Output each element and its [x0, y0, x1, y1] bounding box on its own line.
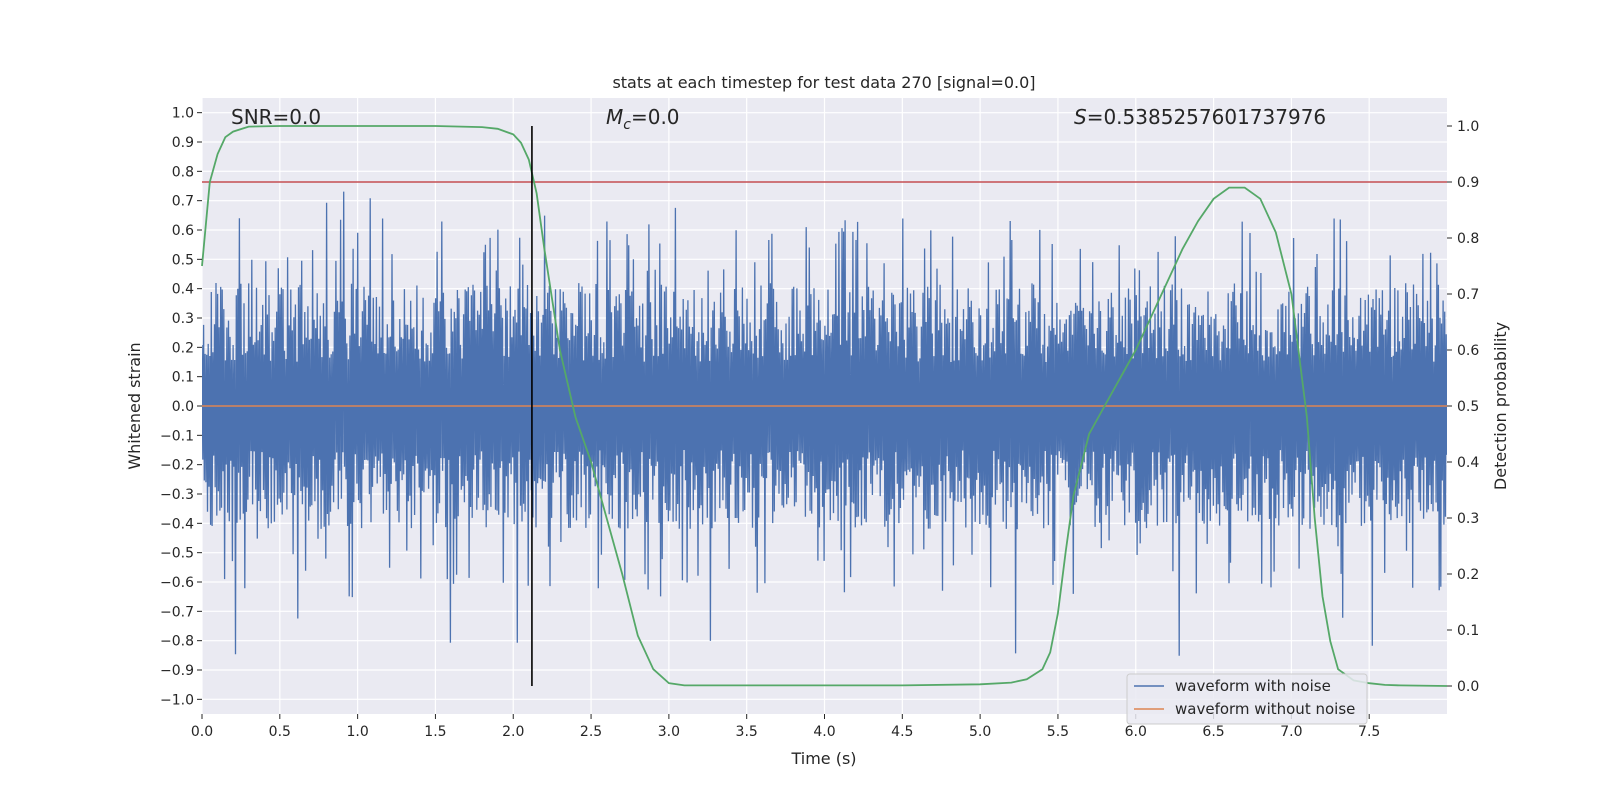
legend: waveform with noise waveform without noi…	[1126, 673, 1368, 725]
y-left-tick-label: 0.0	[172, 399, 194, 415]
y-left-tick-label: −0.7	[160, 604, 194, 620]
x-tick-label: 0.0	[191, 724, 213, 740]
legend-box	[1126, 673, 1368, 725]
noise-waveform-line	[202, 191, 1447, 656]
y-right-tick-label: 1.0	[1457, 119, 1479, 135]
x-tick-label: 2.5	[580, 724, 602, 740]
overlay-layer	[202, 181, 1447, 407]
y-left-tick-label: −0.5	[160, 546, 194, 562]
y-right-tick-label: 0.3	[1457, 511, 1479, 527]
y-right-tick-label: 0.5	[1457, 399, 1479, 415]
y-axis-right-title: Detection probability	[1491, 322, 1510, 490]
y-left-tick-label: 0.4	[172, 282, 194, 298]
legend-label-noise: waveform with noise	[1175, 677, 1331, 695]
x-tick-label: 5.5	[1047, 724, 1069, 740]
x-tick-label: 7.0	[1280, 724, 1302, 740]
y-left-tick-label: 0.2	[172, 340, 194, 356]
y-right-tick-label: 0.1	[1457, 623, 1479, 639]
x-tick-label: 2.0	[502, 724, 524, 740]
probability-layer	[201, 125, 1448, 687]
x-tick-label: 3.5	[736, 724, 758, 740]
y-right-tick-label: 0.7	[1457, 287, 1479, 303]
mc-value: =0.0	[631, 105, 680, 129]
x-tick-label: 1.0	[346, 724, 368, 740]
y-left-tick-label: −1.0	[160, 692, 194, 708]
y-left-tick-label: 0.7	[172, 194, 194, 210]
s-annotation: S=0.5385257601737976	[1074, 105, 1326, 129]
snr-annotation: SNR=0.0	[231, 105, 321, 129]
x-tick-label: 6.0	[1125, 724, 1147, 740]
y-left-tick-label: 0.9	[172, 135, 194, 151]
chirp-mass-annotation: Mc=0.0	[606, 105, 680, 133]
x-tick-label: 7.5	[1358, 724, 1380, 740]
x-axis: 0.0 0.5 1.0 1.5 2.0 2.5 3.0 3.5 4.0 4.5 5.0 5.5 6.0 6…	[191, 714, 1380, 740]
y-left-tick-label: −0.4	[160, 516, 194, 532]
y-left-tick-label: −0.8	[160, 634, 194, 650]
x-axis-title: Time (s)	[790, 749, 856, 768]
chart-title: stats at each timestep for test data 270…	[612, 73, 1035, 92]
noise-trace	[202, 191, 1447, 656]
y-right-tick-label: 0.2	[1457, 567, 1479, 583]
mc-symbol: M	[606, 105, 623, 129]
y-left-tick-label: 0.5	[172, 252, 194, 268]
y-left-tick-label: −0.1	[160, 428, 194, 444]
y-right-tick-label: 0.8	[1457, 231, 1479, 247]
y-axis-left-title: Whitened strain	[125, 342, 144, 469]
y-left-tick-label: 0.1	[172, 370, 194, 386]
x-tick-label: 3.0	[658, 724, 680, 740]
y-left-tick-label: 0.3	[172, 311, 194, 327]
mc-subscript: c	[623, 117, 631, 133]
y-right-tick-label: 0.6	[1457, 343, 1479, 359]
x-tick-label: 0.5	[269, 724, 291, 740]
x-tick-label: 4.5	[891, 724, 913, 740]
y-left-tick-label: 1.0	[172, 106, 194, 122]
y-right-tick-label: 0.9	[1457, 175, 1479, 191]
x-tick-label: 6.5	[1202, 724, 1224, 740]
y-left-tick-label: −0.2	[160, 458, 194, 474]
x-tick-label: 5.0	[969, 724, 991, 740]
detection-probability-line	[201, 125, 1448, 687]
left-axis: 1.0 0.9 0.8 0.7 0.6 0.5 0.4 0.3 0.2 0.1 0.0 −0.1 −0.…	[160, 106, 202, 708]
y-left-tick-label: −0.9	[160, 663, 194, 679]
y-left-tick-label: 0.8	[172, 164, 194, 180]
y-right-tick-label: 0.4	[1457, 455, 1479, 471]
y-right-tick-label: 0.0	[1457, 679, 1479, 695]
y-left-tick-label: −0.6	[160, 575, 194, 591]
right-axis: 1.0 0.9 0.8 0.7 0.6 0.5 0.4 0.3 0.2 0.1 0.0	[1447, 119, 1479, 695]
s-value: =0.5385257601737976	[1087, 105, 1326, 129]
y-left-tick-label: 0.6	[172, 223, 194, 239]
s-symbol: S	[1074, 105, 1087, 129]
x-tick-label: 1.5	[424, 724, 446, 740]
x-tick-label: 4.0	[813, 724, 835, 740]
legend-label-clean: waveform without noise	[1175, 700, 1355, 718]
y-left-tick-label: −0.3	[160, 487, 194, 503]
